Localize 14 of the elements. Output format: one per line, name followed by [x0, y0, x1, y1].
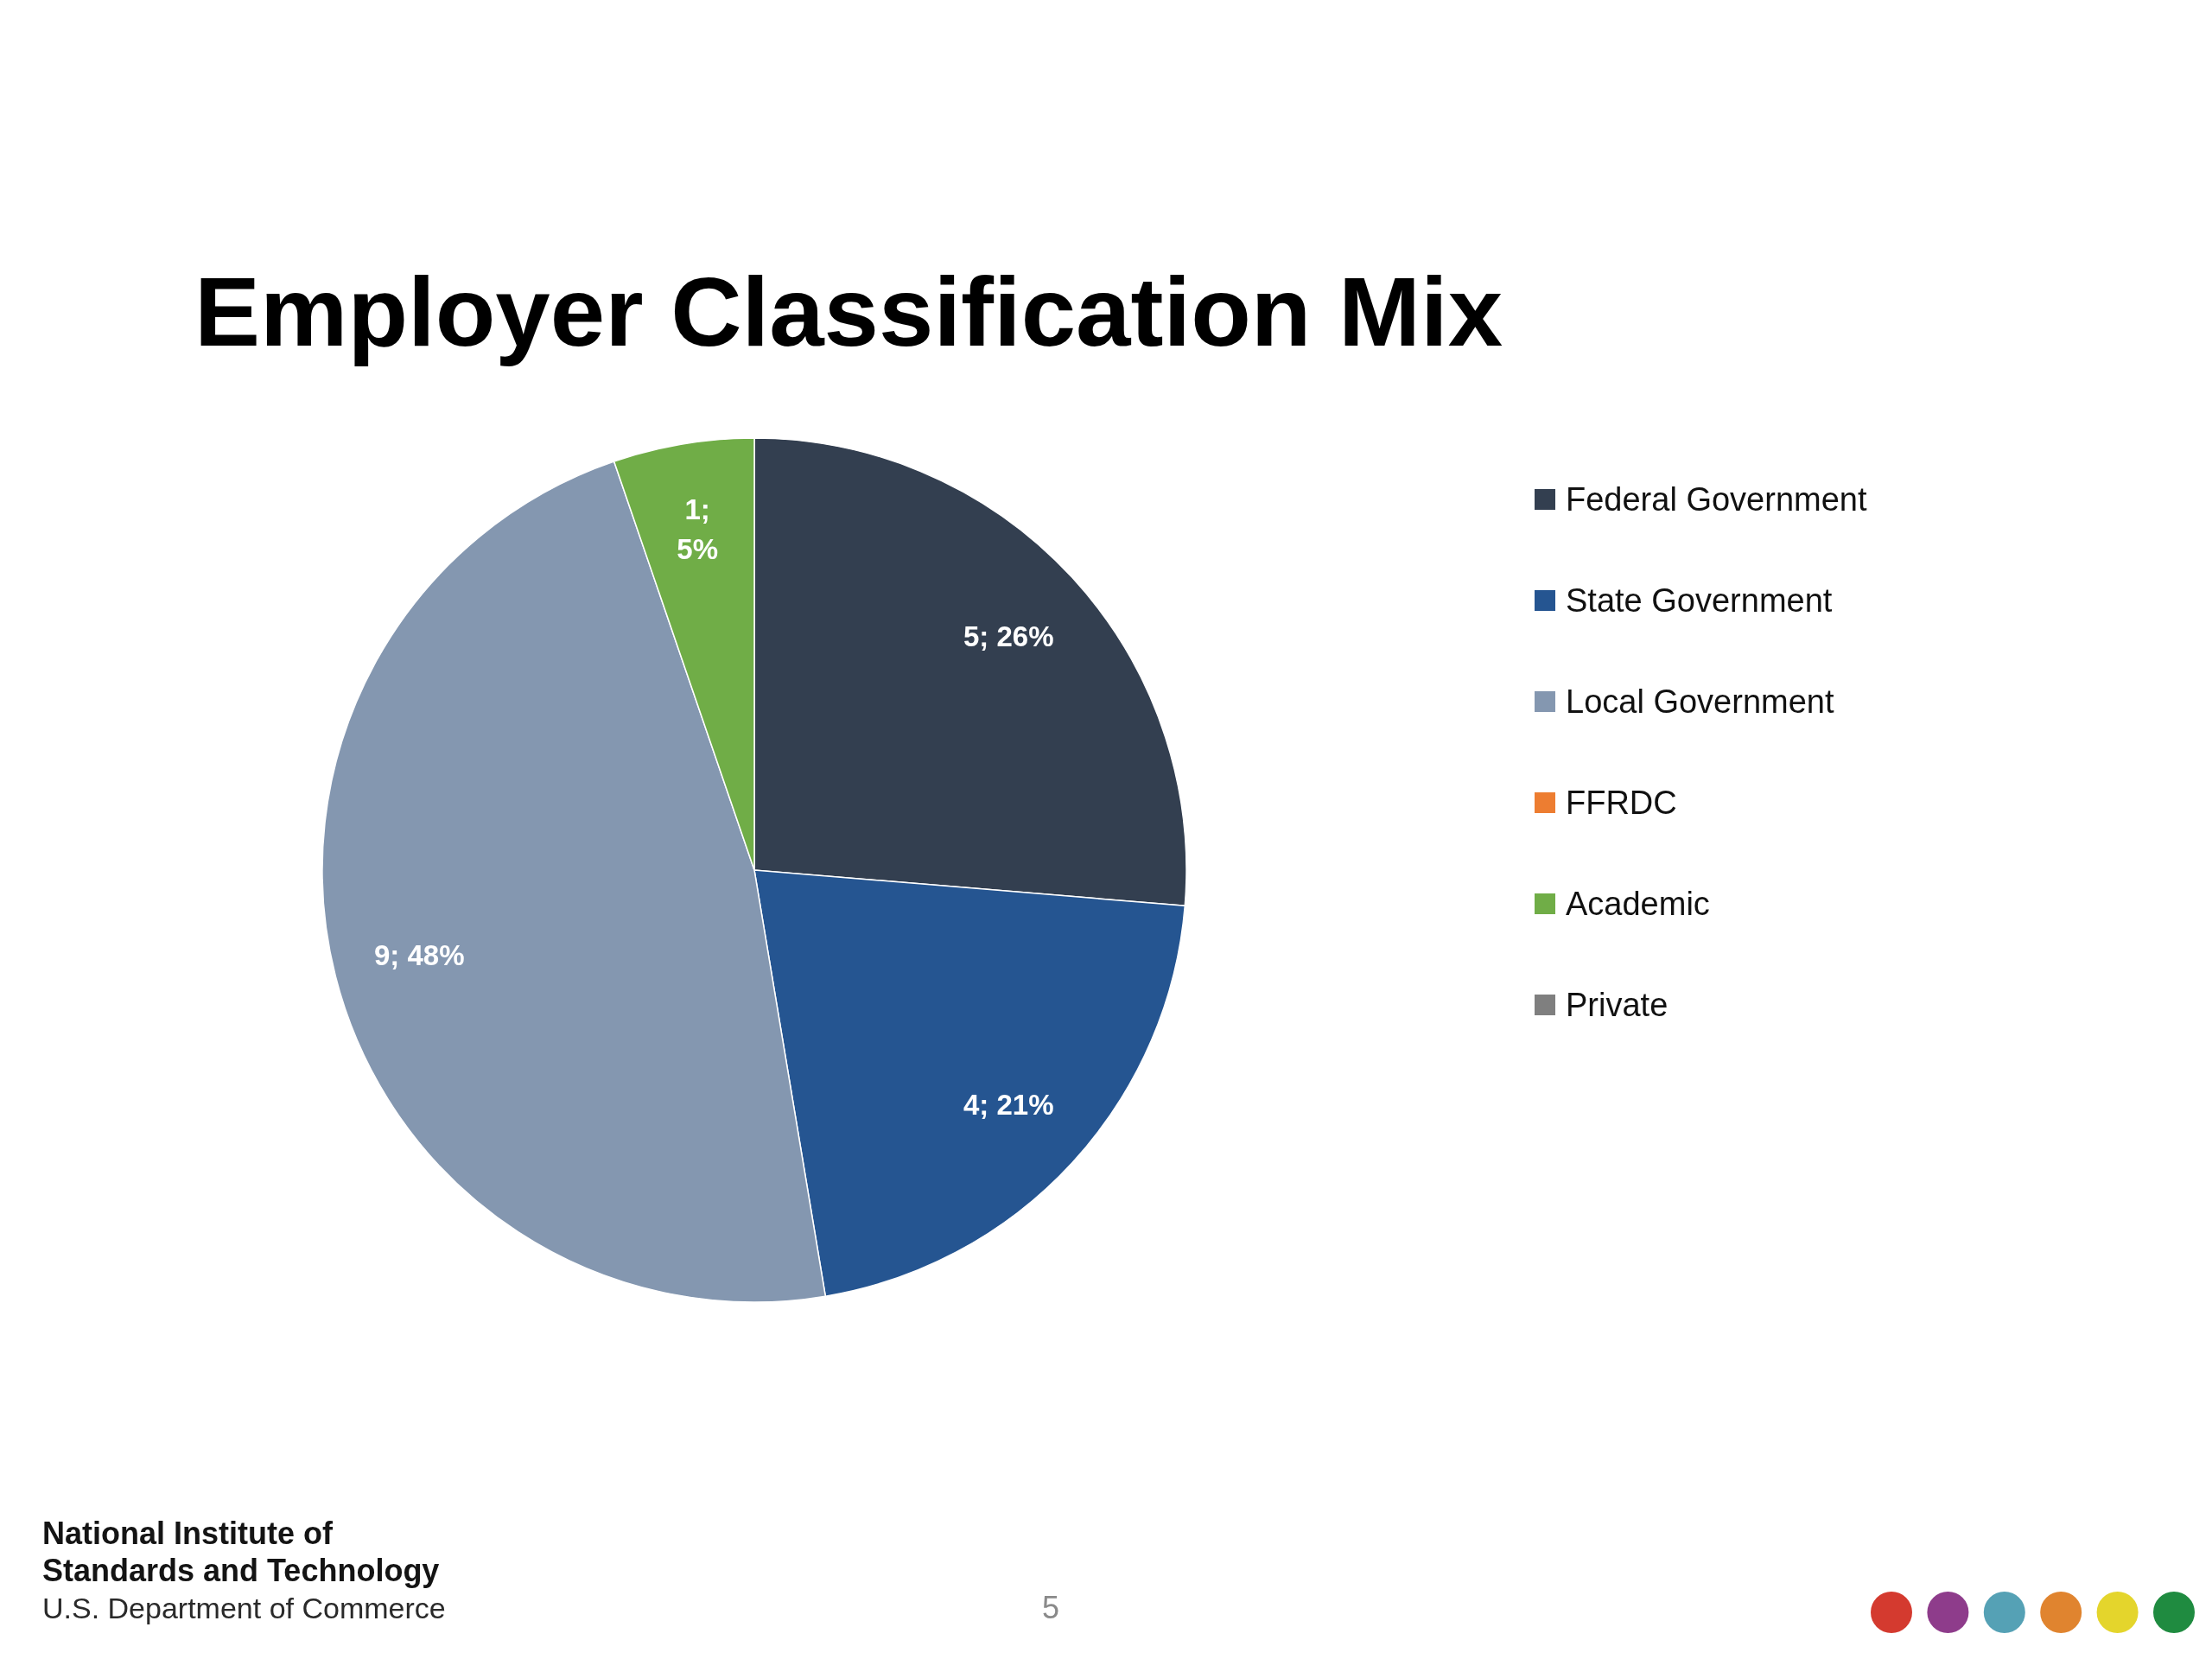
legend-label: Academic — [1566, 886, 1710, 922]
legend-label: FFRDC — [1566, 785, 1677, 821]
text: National Institute of Standards and Technology — [42, 1516, 440, 1588]
chart-title: Employer Classification Mix — [194, 257, 1503, 366]
text: 5 — [1041, 1590, 1060, 1625]
legend-label: Federal Government — [1566, 481, 1867, 518]
data-label: 9; 48% — [373, 938, 465, 971]
legend-label: State Government — [1566, 582, 1833, 619]
data-label: 1; 5% — [677, 493, 719, 565]
legend-label: Local Government — [1566, 683, 1834, 720]
data-label: 4; 21% — [963, 1088, 1054, 1121]
data-label: 5; 26% — [963, 620, 1054, 652]
legend-label: Private — [1566, 987, 1669, 1023]
text: U.S. Department of Commerce — [42, 1592, 446, 1624]
